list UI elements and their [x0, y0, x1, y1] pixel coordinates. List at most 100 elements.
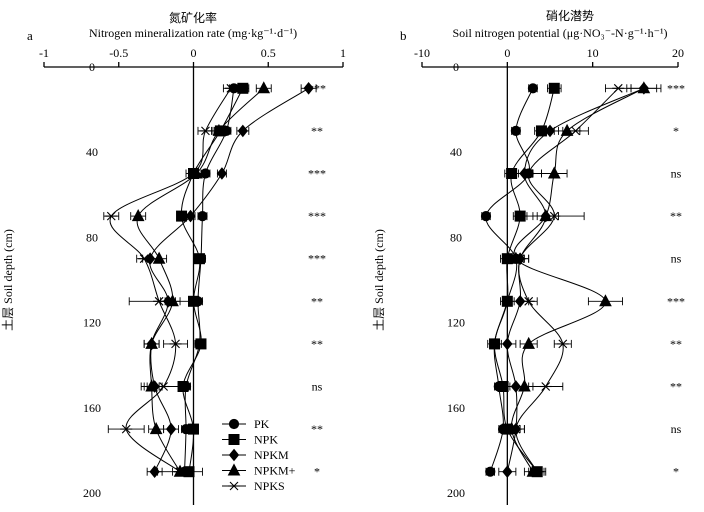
panel-a-series-npkm-plus-marker-4 [152, 251, 166, 264]
panel-a-series-npk-marker-5 [188, 295, 199, 307]
panel-b-series-npkm-plus-marker-3 [539, 209, 553, 222]
legend-label-npkm-plus: NPKM+ [254, 464, 296, 478]
panel-a-series-npkm-plus [130, 81, 272, 477]
panel-a-series-npks-marker-4 [138, 254, 151, 264]
legend-entry-npkm: NPKM [222, 448, 289, 462]
panel-b-title-cn: 硝化潜势 [546, 9, 594, 23]
panel-a-x-tick-label-0: -1 [39, 46, 49, 60]
panel-b-series-npks-marker-0 [612, 83, 625, 93]
legend-entry-npkm-plus: NPKM+ [222, 463, 296, 478]
panel-b-series-npkm-plus-marker-1 [560, 123, 574, 136]
panel-b-significance-2: ns [671, 167, 682, 181]
panel-b-x-tick-label-0: -10 [414, 46, 430, 60]
panel-a-series-npkm-plus-marker-1 [212, 123, 226, 136]
panel-b-series-npkm-marker-9 [502, 465, 513, 478]
panel-a-significance-9: * [314, 465, 320, 479]
panel-a-plot: -1 -0.5 0 0.5 104080120160200***************… [39, 46, 346, 505]
panel-a-series-npk-marker-4 [193, 253, 205, 265]
panel-a-series-npks-marker-5 [153, 296, 166, 306]
panel-b-series-pk-marker-1 [510, 125, 521, 136]
panel-a-ylabel: 土层 Soil depth (cm) [1, 229, 15, 331]
panel-a-letter: a [27, 28, 33, 43]
panel-b-significance-5: *** [667, 294, 685, 308]
legend-label-pk: PK [254, 417, 270, 431]
panel-b-series-pk-marker-0 [527, 83, 539, 94]
panel-b-series-npk-line [493, 88, 555, 472]
panel-b-series-npks-marker-3 [548, 211, 561, 221]
panel-b-plot: -10 0 10 2004080120160200****ns**ns*******n… [414, 46, 685, 505]
panel-b-significance-6: ** [670, 337, 682, 351]
panel-a-series-npks-marker-7 [157, 382, 170, 391]
legend-entry-pk: PK [222, 417, 270, 431]
panel-a-series-npk-marker-6 [195, 338, 207, 350]
panel-b-series-npks-marker-6 [556, 339, 569, 349]
panel-a-series-npkm-marker-8 [165, 422, 177, 436]
panel-b-significance-7: ** [670, 380, 682, 394]
panel-b-series-pk-line [485, 88, 534, 472]
panel-a-series-npkm-plus-marker-7 [145, 379, 158, 392]
panel-a-depth-label-1: 40 [86, 145, 98, 159]
panel-b-significance-3: ** [670, 209, 682, 223]
panel-b-significance-0: *** [667, 81, 685, 95]
panel-b-series-npkm-plus-marker-2 [547, 166, 561, 179]
panel-a-depth-label-2: 80 [86, 230, 98, 244]
panel-a-x-tick-label-1: -0.5 [109, 46, 128, 60]
panel-b-series-pk-marker-3 [480, 211, 492, 222]
panel-b-series-npks-marker-2 [522, 169, 535, 178]
panel-b-depth-label-0: 0 [453, 60, 459, 74]
panel-a-series-npkm-marker-1 [237, 124, 248, 138]
panel-a-series-npks-marker-9 [174, 467, 187, 477]
panel-a-depth-label-0: 0 [89, 60, 95, 74]
panel-a-series-npkm-plus-marker-6 [145, 336, 158, 349]
panel-a-series-npk-marker-8 [188, 423, 199, 435]
panel-b-series-npk-marker-3 [514, 210, 526, 222]
panel-b-series-npkm-plus-marker-0 [637, 81, 651, 94]
panel-a-series-pk-line [184, 88, 235, 472]
panel-a-series-pk-marker-3 [197, 211, 208, 222]
panel-b-series-npkm-plus [502, 81, 662, 477]
panel-a-series-npkm-plus-marker-3 [131, 209, 145, 222]
panel-a-significance-8: ** [311, 422, 323, 436]
legend-pk-marker-0 [228, 418, 240, 430]
panel-b-series-npkm-plus-line [511, 87, 645, 472]
panel-a-series-npk-marker-0 [237, 82, 249, 94]
panel-b-series-pk-marker-9 [485, 466, 496, 477]
legend-npks-marker-0 [228, 481, 240, 491]
panel-a-significance-1: ** [311, 124, 323, 138]
panel-b-series-npk-marker-6 [489, 338, 501, 350]
panel-b-series-npk [487, 82, 562, 478]
legend-npkm-marker-0 [228, 448, 240, 462]
panel-a-title-cn: 氮矿化率 [169, 10, 217, 25]
panel-a-title-en: Nitrogen mineralization rate (mg·kg⁻¹·d⁻… [89, 26, 297, 40]
panel-b-series-npkm-plus-marker-5 [599, 294, 612, 307]
panel-a-significance-5: ** [311, 294, 323, 308]
panel-b-series-npk-marker-5 [501, 295, 513, 307]
panel-a-series-npkm-marker-0 [303, 82, 314, 95]
panel-a-series-npkm-plus-marker-0 [257, 81, 271, 94]
panel-b-letter: b [400, 28, 407, 43]
panel-a-depth-label-3: 120 [83, 316, 101, 330]
panel-b-series-npks [506, 83, 632, 477]
panel-a-series-npks-line [109, 88, 232, 473]
panel-b-series-npkm-line [506, 87, 645, 472]
panel-b-series-npk-marker-2 [506, 168, 518, 179]
panel-a-series-npks [103, 83, 239, 477]
panel-a-significance-2: *** [308, 167, 326, 181]
panel-a-series-npks-marker-2 [187, 169, 200, 178]
panel-b-series-npks-line [515, 87, 619, 472]
legend-label-npkm: NPKM [254, 448, 289, 462]
panel-b-series-pk [480, 83, 539, 477]
panel-b-series-npks-marker-7 [539, 382, 552, 391]
panel-b-series-npk-marker-0 [548, 82, 560, 94]
panel-b-series-npks-marker-8 [509, 424, 522, 434]
panel-b-significance-9: * [673, 465, 679, 479]
panel-b-depth-label-4: 160 [447, 401, 465, 415]
legend-label-npk: NPK [254, 433, 278, 447]
panel-b-series-npkm-marker-1 [544, 124, 556, 138]
legend-npk-marker-0 [228, 434, 240, 445]
panel-a-significance-0: *** [308, 81, 326, 95]
panel-b-series-npks-marker-9 [531, 467, 544, 477]
panel-a-significance-6: ** [311, 337, 323, 351]
legend-entry-npk: NPK [222, 433, 278, 447]
